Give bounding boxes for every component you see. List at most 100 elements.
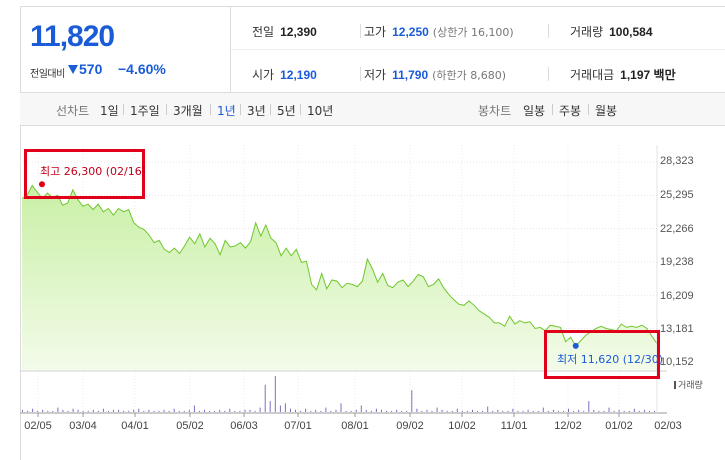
volume-bar [456,408,458,412]
tab-5year[interactable]: 5년 [277,104,296,118]
volume-bar [487,406,489,412]
x-tick-label: 05/02 [176,420,204,432]
tab-1day[interactable]: 1일 [100,104,119,118]
volume-bar [128,410,130,412]
tab-1year[interactable]: 1년 [217,104,236,118]
volume-bar [108,410,109,412]
high-price: 고가 12,250 (상한가 16,100) [364,25,514,39]
volume-bar [416,408,418,412]
volume-bar [158,410,160,412]
tab-10year[interactable]: 10년 [307,104,334,118]
volume-bar [386,410,387,412]
volume-bar [497,409,499,412]
volume-bar [593,409,595,412]
volume-bar [178,410,180,412]
volume-bar [628,410,630,412]
volume-bar [568,408,569,412]
tab-3year[interactable]: 3년 [247,104,266,118]
volume-bar [249,409,251,412]
tab-3month[interactable]: 3개월 [173,104,203,118]
volume-bar [62,409,64,412]
volume-bar [345,410,347,412]
candle-chart-label: 봉차트 [478,104,512,118]
low-marker [572,342,579,349]
volume-bar [350,410,352,412]
volume-bar [204,409,205,412]
compare-label: 전일대비 [30,69,65,80]
volume-bar [168,410,170,412]
line-chart-label: 선차트 [56,104,90,118]
volume-bar [477,410,478,412]
volume-bar [138,408,140,412]
volume-bar [274,376,276,412]
volume-bar [305,408,307,412]
volume-bar [512,408,514,412]
volume-bar [396,409,398,412]
current-price: 11,820 [30,20,115,53]
volume-bar [173,408,175,412]
volume-bar [446,410,448,412]
volume-bar [27,410,29,412]
stock-widget [20,6,725,460]
volume-bar [355,409,357,412]
volume-bar [608,407,610,412]
tab-daily-candle[interactable]: 일봉 [523,104,546,118]
volume-bar [330,410,332,412]
volume-bar [254,410,256,412]
volume-bar [421,410,423,412]
volume-bar [563,410,564,412]
volume-bar [183,410,185,412]
y-tick-label: 22,266 [660,223,694,235]
volume-bar [461,410,463,412]
tab-1week[interactable]: 1주일 [130,104,160,118]
volume-bar [391,410,393,412]
volume-bar [547,410,549,412]
volume-bar [310,410,312,412]
price-summary: 11,820 전일대비 570 −4.60% 전일 12,390 고가 12,250… [20,6,725,93]
volume-bar [573,410,575,412]
high-highlight-box [24,149,145,199]
volume-bar [613,410,615,412]
volume-bar [153,410,155,412]
change-value: 570 [79,61,103,77]
volume-bar [578,409,580,412]
volume-bar [87,410,89,412]
volume-bar [360,405,362,412]
x-tick-label: 01/02 [605,420,633,432]
volume-bar [492,410,494,412]
volume-bar [133,409,135,412]
high-marker [39,181,45,188]
tab-weekly-candle[interactable]: 주봉 [559,104,582,118]
prev-close: 전일 12,390 [252,25,317,39]
x-tick-label: 06/03 [230,420,258,432]
down-triangle-icon [68,65,78,74]
volume-bar [82,410,84,412]
trade-amount: 거래대금 1,197 백만 [570,68,676,82]
volume-bar [284,403,286,412]
volume-bar [102,408,104,412]
divider [360,24,361,38]
y-tick-label: 19,238 [660,256,694,268]
divider [360,67,361,81]
volume-bar [239,410,241,412]
volume-bar [264,384,266,412]
volume-bar [557,410,559,412]
volume-bar [436,407,438,412]
volume-bar [148,409,150,412]
volume-bar [451,410,453,412]
volume-bar [57,407,59,412]
y-tick-label: 13,181 [660,323,694,335]
volume-bar [340,403,342,412]
low-annotation: 최저 11,620 (12/30) [557,353,664,366]
volume-bar [77,409,79,412]
tab-monthly-candle[interactable]: 월봉 [595,104,618,118]
volume-bar [229,408,231,412]
x-tick-label: 02/03 [654,420,682,432]
x-tick-label: 02/05 [24,420,52,432]
volume-bar [542,407,544,412]
volume-bar [214,410,216,412]
volume-bar [375,408,377,412]
volume-bar [37,410,39,412]
y-tick-label: 10,152 [660,356,694,368]
volume-bar [209,410,211,412]
